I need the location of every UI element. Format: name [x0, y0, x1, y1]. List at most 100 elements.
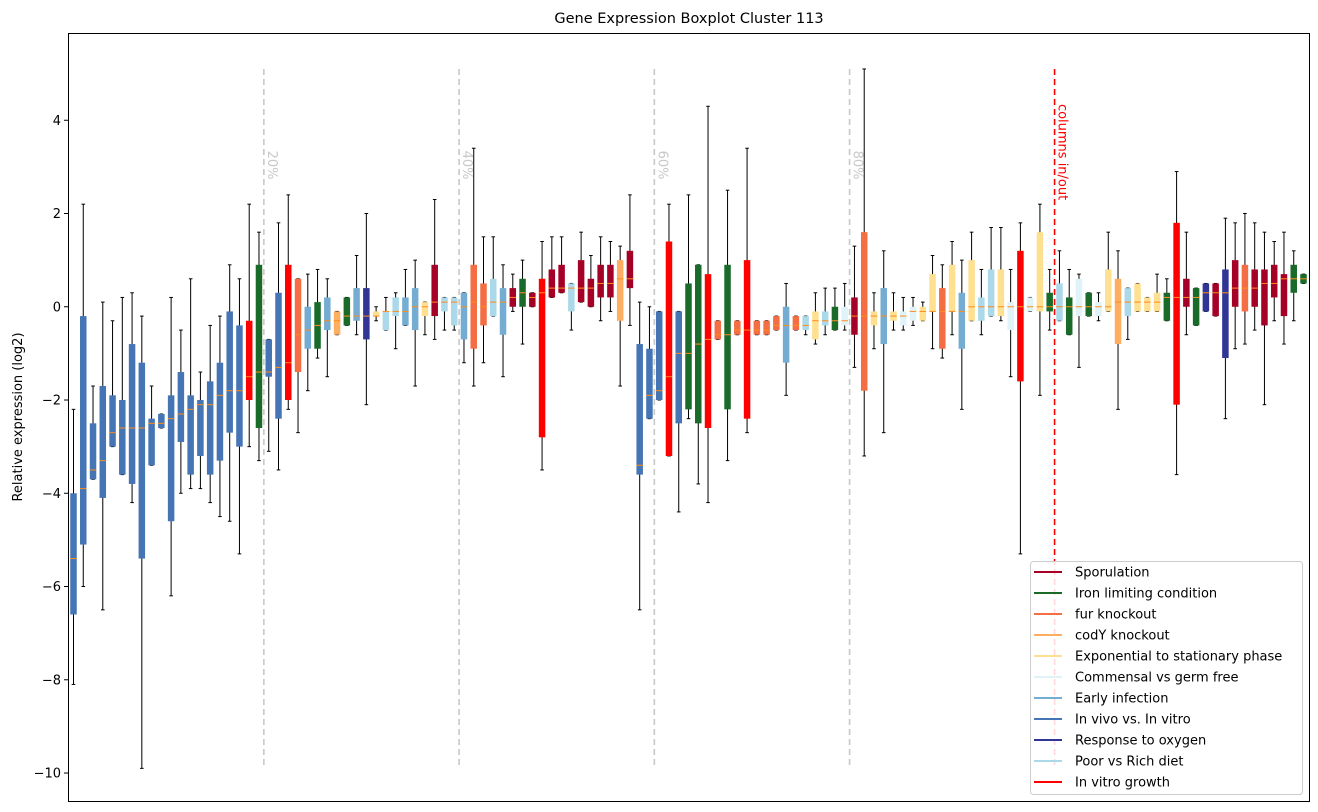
box-32	[382, 296, 390, 331]
box-11	[177, 329, 185, 494]
legend-item: Exponential to stationary phase	[1034, 650, 1282, 665]
box-103	[1075, 273, 1083, 368]
box-3	[99, 301, 107, 611]
box-96	[1007, 268, 1014, 378]
box-body	[1173, 222, 1180, 405]
box-82	[870, 292, 878, 350]
box-35	[411, 259, 419, 387]
box-body	[607, 264, 614, 298]
box-body	[577, 260, 585, 303]
box-42	[480, 236, 487, 364]
legend-label: In vivo vs. In vitro	[1075, 713, 1191, 728]
y-tick-label: −2	[42, 394, 61, 409]
box-74	[792, 315, 800, 331]
box-body	[206, 381, 214, 475]
box-56	[616, 245, 624, 387]
box-6	[128, 292, 136, 504]
box-body	[450, 297, 458, 326]
box-body	[1212, 283, 1219, 317]
box-body	[529, 292, 536, 307]
box-27	[333, 310, 341, 336]
box-88	[929, 254, 936, 350]
legend-box	[1030, 561, 1303, 795]
box-126	[1300, 273, 1307, 284]
box-29	[353, 254, 360, 336]
box-102	[1065, 268, 1073, 336]
box-body	[646, 348, 653, 419]
box-64	[695, 264, 702, 485]
box-122	[1261, 231, 1268, 406]
box-body	[216, 362, 224, 461]
box-body	[177, 372, 185, 442]
legend-item: fur knockout	[1034, 608, 1157, 623]
box-38	[441, 296, 448, 331]
box-60	[655, 310, 663, 401]
box-body	[363, 288, 370, 340]
legend-label: Iron limiting condition	[1075, 587, 1217, 602]
box-body	[538, 278, 546, 438]
legend-label: Commensal vs germ free	[1075, 671, 1238, 686]
box-84	[890, 292, 897, 331]
box-body	[158, 414, 165, 428]
box-95	[997, 226, 1005, 322]
box-body	[1105, 269, 1112, 312]
box-97	[1017, 222, 1024, 555]
box-17	[236, 278, 243, 555]
box-39	[450, 296, 458, 331]
box-94	[987, 226, 995, 317]
box-43	[490, 236, 497, 317]
box-93	[978, 268, 985, 336]
box-111	[1153, 273, 1161, 312]
box-body	[665, 241, 673, 456]
box-19	[255, 231, 263, 462]
box-115	[1192, 287, 1200, 326]
box-110	[1144, 296, 1151, 312]
box-body	[987, 269, 995, 317]
box-123	[1270, 240, 1278, 322]
box-body	[480, 283, 487, 326]
legend-item: Early infection	[1034, 692, 1168, 707]
box-body	[978, 297, 985, 321]
box-body	[655, 311, 663, 401]
box-31	[372, 306, 380, 322]
box-body	[109, 395, 116, 447]
box-45	[509, 273, 517, 312]
box-body	[685, 283, 692, 410]
box-109	[1134, 282, 1141, 312]
box-54	[597, 236, 604, 322]
legend-label: Exponential to stationary phase	[1075, 650, 1282, 665]
box-body	[499, 288, 507, 335]
box-body	[1085, 292, 1092, 317]
box-55	[607, 240, 614, 312]
legend-item: Iron limiting condition	[1034, 587, 1217, 602]
box-body	[1202, 283, 1210, 312]
box-body	[285, 264, 292, 401]
box-37	[431, 199, 438, 340]
box-51	[568, 282, 575, 331]
box-body	[802, 316, 809, 331]
box-body	[968, 260, 975, 321]
box-15	[216, 315, 224, 518]
box-49	[548, 236, 556, 298]
box-83	[880, 250, 887, 434]
box-body	[1163, 292, 1171, 321]
legend-item: Commensal vs germ free	[1034, 671, 1238, 686]
y-tick-label: −4	[42, 487, 61, 502]
legend-label: codY knockout	[1075, 629, 1170, 644]
y-tick-label: −8	[42, 673, 61, 688]
box-53	[587, 254, 595, 308]
box-77	[821, 287, 829, 336]
box-body	[1007, 302, 1014, 331]
box-107	[1114, 250, 1122, 410]
box-body	[675, 311, 682, 424]
box-body	[1183, 278, 1190, 307]
box-120	[1241, 213, 1249, 345]
box-body	[997, 269, 1005, 317]
box-14	[206, 324, 214, 504]
split-label: columns in/out	[1055, 104, 1070, 200]
box-body	[119, 400, 126, 475]
box-body	[353, 288, 360, 321]
box-48	[538, 240, 546, 471]
box-body	[1114, 278, 1122, 345]
box-2	[89, 385, 97, 480]
